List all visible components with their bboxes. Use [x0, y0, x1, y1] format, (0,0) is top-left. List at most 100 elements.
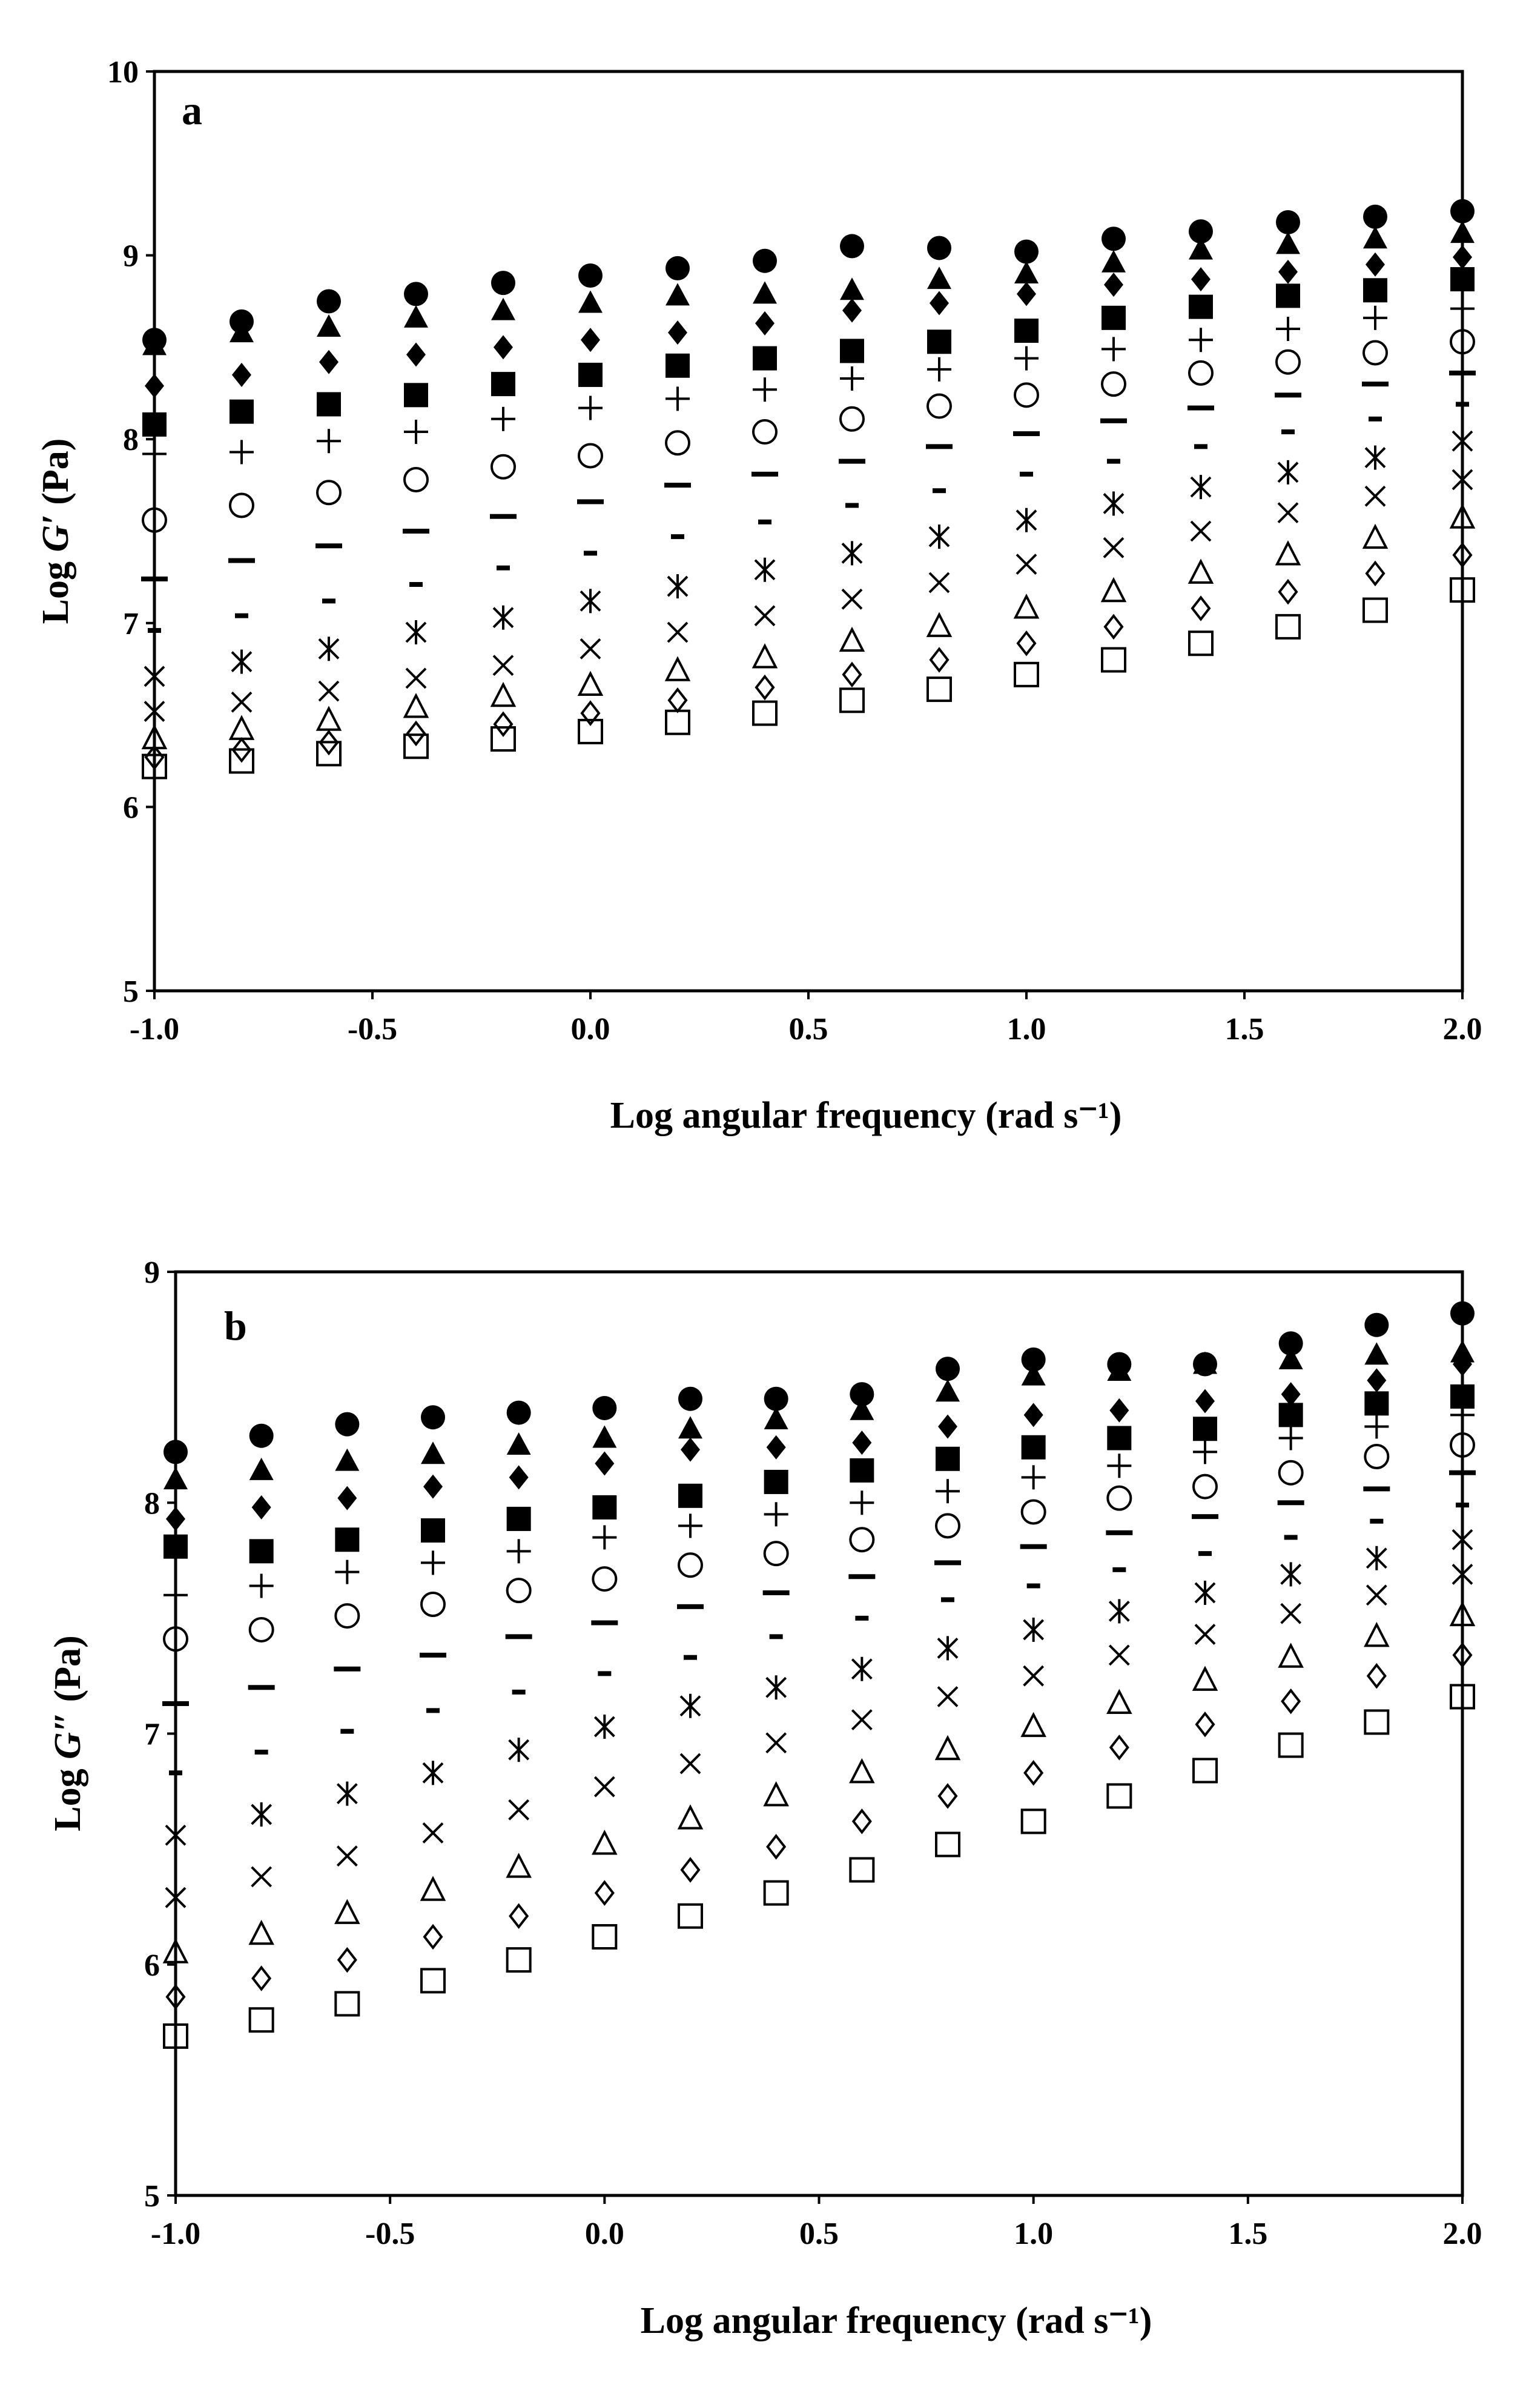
point-filled-circle	[317, 289, 341, 314]
point-filled-diamond	[423, 1474, 443, 1499]
point-open-diamond	[755, 674, 775, 701]
point-filled-square	[506, 1506, 531, 1531]
point-plus	[1014, 346, 1039, 371]
point-open-diamond	[319, 729, 339, 756]
point-plus	[1189, 328, 1213, 352]
x-tick-label: -0.5	[348, 1012, 397, 1047]
point-filled-diamond	[1017, 282, 1036, 306]
point-cross	[1023, 1665, 1045, 1687]
point-filled-triangle	[1193, 1351, 1217, 1374]
point-plus	[491, 406, 515, 431]
point-open-square	[334, 1991, 360, 2017]
point-open-triangle	[926, 612, 953, 637]
point-long-dash	[403, 529, 429, 534]
point-filled-square	[1276, 283, 1300, 308]
point-open-diamond	[231, 737, 252, 763]
point-long-dash	[420, 1652, 446, 1658]
point-cross	[667, 621, 689, 643]
point-asterisk	[1023, 1617, 1045, 1642]
point-asterisk	[1194, 1580, 1216, 1605]
point-open-circle	[1275, 349, 1301, 375]
point-open-square	[1101, 647, 1126, 673]
point-long-dash	[762, 1590, 790, 1595]
x-tick-label: -1.0	[130, 1012, 179, 1047]
point-short-dash	[1284, 1535, 1298, 1540]
y-axis-title-b: Log G″ (Pa)	[47, 1635, 88, 1831]
point-open-diamond	[929, 647, 950, 673]
point-open-diamond	[144, 744, 165, 770]
point-asterisk	[1103, 491, 1125, 516]
point-plus	[1193, 1440, 1217, 1464]
point-open-triangle	[228, 715, 255, 740]
point-long-dash	[315, 543, 342, 549]
point-filled-diamond	[232, 362, 251, 387]
point-open-square	[490, 726, 516, 752]
point-filled-square	[1278, 1403, 1303, 1427]
point-filled-square	[1014, 319, 1039, 343]
point-filled-circle	[1014, 239, 1039, 264]
point-cross	[144, 701, 165, 722]
point-filled-diamond	[1109, 1398, 1129, 1423]
point-asterisk	[1108, 1599, 1130, 1624]
point-open-square	[1020, 1808, 1046, 1834]
point-filled-diamond	[1366, 252, 1385, 277]
point-filled-triangle	[936, 1379, 960, 1402]
y-axis-title-a: Log G′ (Pa)	[35, 438, 76, 624]
point-filled-circle	[1450, 1301, 1475, 1326]
point-open-square	[592, 1924, 618, 1950]
point-short-dash	[148, 627, 161, 633]
point-filled-triangle	[317, 314, 341, 337]
y-tick-label: 6	[144, 1948, 160, 1983]
point-filled-triangle	[764, 1407, 788, 1429]
y-tick-label: 7	[123, 607, 139, 641]
point-plus	[421, 1550, 445, 1575]
point-filled-diamond	[842, 298, 862, 323]
x-tick-label: 1.5	[1228, 2217, 1267, 2251]
point-short-dash	[1194, 444, 1207, 449]
point-filled-triangle	[1364, 1342, 1389, 1365]
point-long-dash	[1449, 370, 1476, 375]
point-open-square	[1188, 630, 1214, 657]
y-tick-label: 9	[123, 239, 139, 274]
point-asterisk	[405, 620, 427, 644]
point-open-diamond	[1103, 614, 1124, 640]
point-filled-triangle	[1014, 260, 1039, 283]
point-cross	[231, 691, 253, 713]
plot-frame-b	[174, 1270, 1464, 2197]
point-asterisk	[1280, 1562, 1302, 1587]
point-cross	[1190, 520, 1212, 542]
point-open-circle	[935, 1513, 960, 1539]
point-long-dash	[1192, 1514, 1218, 1520]
point-long-dash	[1100, 418, 1127, 423]
point-short-dash	[426, 1708, 440, 1713]
point-filled-circle	[678, 1386, 702, 1411]
point-open-square	[678, 1903, 703, 1929]
point-open-diamond	[1366, 1662, 1387, 1689]
point-short-dash	[855, 1615, 869, 1621]
point-filled-square	[666, 353, 690, 378]
point-open-circle	[316, 480, 342, 506]
point-long-dash	[1449, 1470, 1476, 1475]
series-filled-square	[164, 1384, 1475, 1564]
point-asterisk	[928, 524, 950, 549]
point-open-triangle	[1362, 523, 1389, 549]
point-open-square	[1014, 661, 1039, 687]
point-open-triangle	[1449, 1601, 1476, 1627]
point-filled-triangle	[678, 1416, 702, 1439]
point-open-square	[839, 687, 865, 713]
series-short-dash	[148, 402, 1469, 633]
point-open-diamond	[406, 720, 426, 747]
point-filled-square	[491, 372, 515, 397]
point-filled-square	[249, 1539, 274, 1564]
point-filled-diamond	[337, 1486, 357, 1510]
point-filled-square	[317, 392, 341, 417]
point-short-dash	[1112, 1567, 1126, 1572]
y-tick-label: 5	[123, 974, 139, 1009]
point-filled-square	[678, 1483, 702, 1508]
point-plus	[578, 395, 603, 420]
point-filled-triangle	[927, 266, 951, 289]
point-filled-triangle	[850, 1397, 874, 1420]
point-open-triangle	[315, 706, 342, 731]
point-filled-triangle	[1276, 231, 1300, 254]
point-long-dash	[926, 444, 953, 449]
